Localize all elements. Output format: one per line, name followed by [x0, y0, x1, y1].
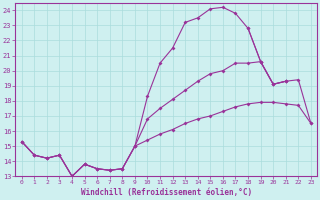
- X-axis label: Windchill (Refroidissement éolien,°C): Windchill (Refroidissement éolien,°C): [81, 188, 252, 197]
